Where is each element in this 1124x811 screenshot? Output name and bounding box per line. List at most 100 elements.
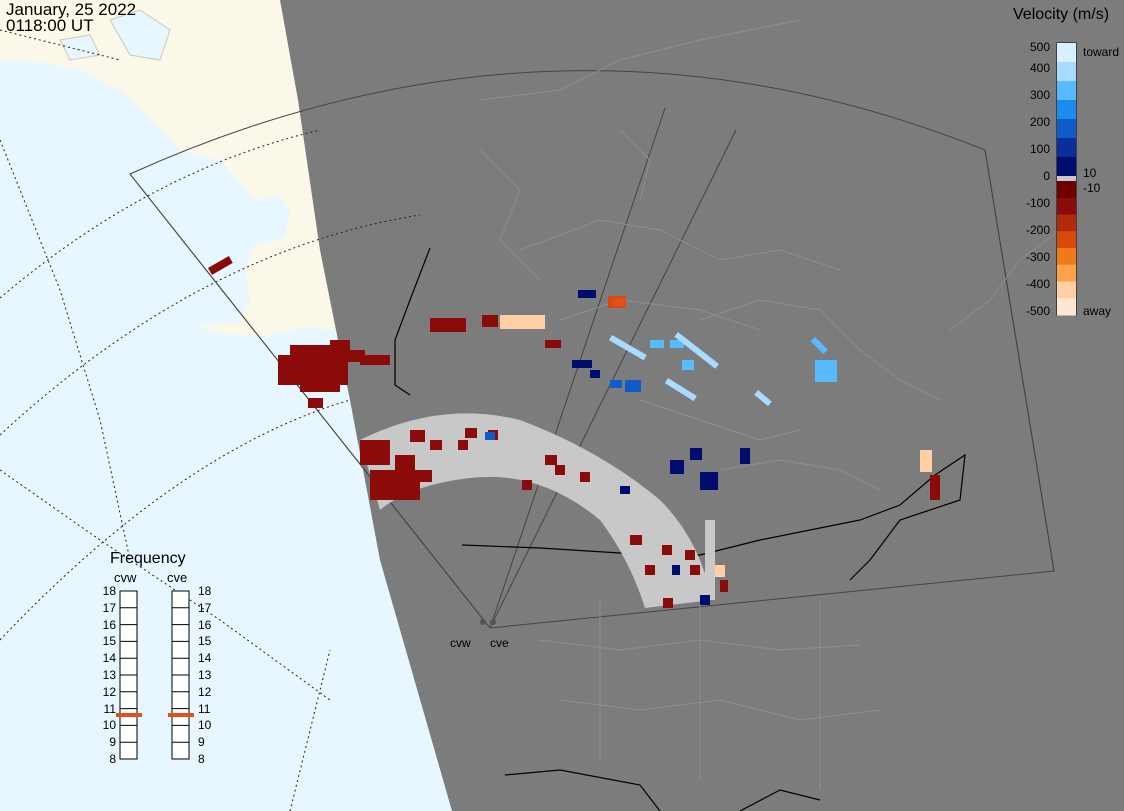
away-label: away [1083,304,1112,318]
echo-cell [500,315,545,329]
echo-cell [663,598,673,608]
echo-cell [682,360,694,370]
day-land [0,0,336,336]
echo-cell [290,345,330,365]
frequency-label-cvw: 15 [102,634,116,649]
echo-cell [754,390,772,407]
echo-cell [685,550,695,560]
toward-label: toward [1083,45,1120,59]
echo-cell [572,360,592,368]
colorbar-segment [1057,138,1076,158]
echo-cell [645,565,655,575]
echo-cell [580,472,590,482]
echo-cell [308,398,323,408]
velocity-echoes [208,255,940,608]
velocity-tick-label: 500 [1029,40,1050,54]
colorbar-segment [1057,100,1076,120]
echo-cell [555,465,565,475]
echo-cell [620,486,630,494]
echo-cell [664,378,697,402]
frequency-label-cve: 14 [198,651,212,666]
site-label-cve: cve [490,636,509,650]
frequency-label-cve: 12 [198,684,212,699]
velocity-tick-label: -10 [1083,181,1101,195]
frequency-label-cvw: 8 [109,752,116,766]
site-label-cvw: cvw [450,636,471,650]
grid-lines [0,29,421,811]
site-marker-cve [490,619,496,625]
echo-cell [625,380,641,392]
echo-cell [700,595,710,605]
echo-cell [720,580,728,592]
frequency-label-cve: 18 [198,584,212,598]
geography [479,19,1061,790]
echo-cell [630,535,642,545]
frequency-label-cvw: 11 [103,701,116,716]
velocity-tick-label: -300 [1025,250,1050,264]
colorbar-segment [1057,231,1076,249]
frequency-label-cvw: 12 [102,684,116,699]
frequency-label-cve: 11 [198,701,211,716]
velocity-colorbar [1056,42,1077,316]
echo-cell [420,470,432,482]
echo-cell [610,380,622,388]
colorbar-segment [1057,298,1076,316]
colorbar-segment [1057,214,1076,232]
frequency-label-cvw: 16 [102,617,116,632]
echo-cell [590,370,600,378]
velocity-tick-label: 400 [1029,61,1050,75]
echo-cell [700,472,718,490]
velocity-tick-label: 300 [1029,88,1050,102]
night-region [280,0,1124,811]
velocity-tick-label: -100 [1025,196,1050,210]
frequency-label-cve: 16 [198,617,212,632]
echo-cell [650,340,664,348]
velocity-tick-label: 0 [1043,169,1050,183]
velocity-tick-label: 200 [1029,115,1050,129]
colorbar-segment [1057,197,1076,215]
echo-cell [815,360,837,382]
echo-cell [300,370,340,392]
echo-cell [920,450,932,472]
velocity-tick-label: -200 [1025,223,1050,237]
colorbar-segment [1057,81,1076,101]
velocity-tick-label: 100 [1029,142,1050,156]
time-label: 0118:00 UT [6,16,94,35]
echo-cell [609,335,647,361]
ground-scatter [705,520,715,600]
echo-cell [465,428,477,438]
echo-cell [715,565,725,577]
colorbar-segment [1057,43,1076,63]
echo-cell [612,298,626,306]
frequency-label-cve: 13 [198,668,212,682]
velocity-tick-label: 10 [1083,166,1097,180]
echo-cell [810,337,828,354]
frequency-label-cve: 9 [198,735,205,750]
frequency-label-cvw: 14 [102,651,116,666]
echo-cell [430,318,466,332]
velocity-legend-title: Velocity (m/s) [1013,6,1110,23]
echo-cell [482,315,498,327]
echo-cell [360,355,390,365]
date-label: January, 25 2022 [6,0,137,19]
site-marker-cvw [480,619,486,625]
echo-cell [208,255,233,275]
echo-cell [578,290,596,298]
colorbar-segment [1057,181,1076,199]
radar-name-cvw: cvw [114,570,137,585]
frequency-label-cve: 10 [198,718,212,733]
frequency-label-cvw: 9 [109,735,116,750]
velocity-tick-label: -400 [1025,277,1050,291]
echo-cell [395,455,415,475]
frequency-label-cvw: 18 [102,584,116,598]
frequency-gauges [116,590,194,760]
frequency-label-cve: 17 [198,600,212,615]
echo-cell [670,460,684,474]
echo-cell [690,448,702,460]
frequency-label-cvw: 17 [102,600,116,615]
frequency-label-cve: 15 [198,634,212,649]
colorbar-segment [1057,248,1076,266]
echo-cell [458,440,468,450]
echo-cell [405,490,417,500]
colorbar-segment [1057,119,1076,139]
